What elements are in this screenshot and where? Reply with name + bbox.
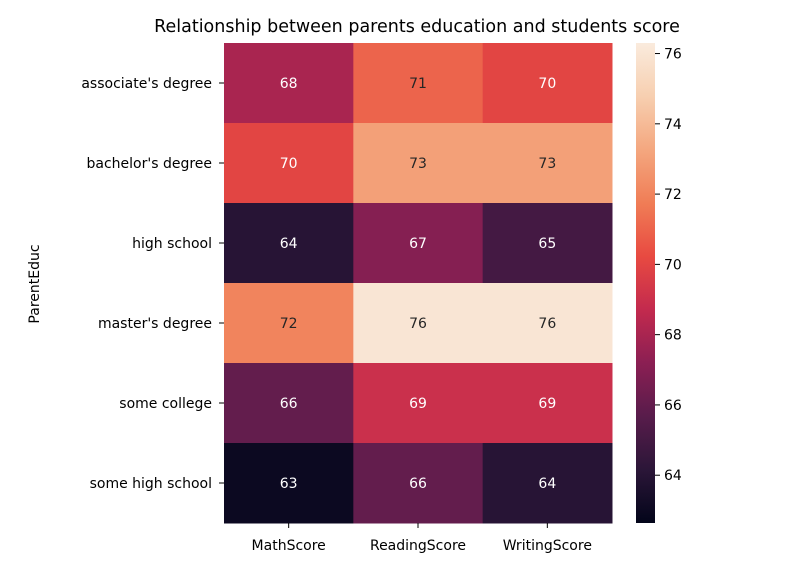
row-labels: associate's degree bachelor's degree high …	[81, 76, 224, 492]
heatmap-cell	[224, 363, 354, 444]
y-tick-label: high school	[132, 236, 212, 252]
colorbar: 64 66 68 70 72 74 76	[636, 43, 682, 523]
cell-value-label: 64	[280, 236, 298, 252]
y-tick-label: master's degree	[98, 316, 212, 332]
heatmap-cell	[482, 283, 613, 364]
heatmap-cell	[224, 283, 354, 364]
colorbar-tick-label: 64	[664, 468, 682, 484]
cell-value-label: 71	[409, 76, 427, 92]
y-tick-label: associate's degree	[81, 76, 212, 92]
cell-value-label: 66	[280, 396, 298, 412]
heatmap-cell	[482, 363, 613, 444]
cell-value-label: 70	[280, 156, 298, 172]
cell-value-label: 69	[409, 396, 427, 412]
chart-title: Relationship between parents education a…	[154, 17, 680, 37]
y-tick-label: bachelor's degree	[86, 156, 212, 172]
cell-value-label: 66	[409, 476, 427, 492]
y-tick-label: some high school	[90, 476, 212, 492]
heatmap-cell	[224, 203, 354, 284]
heatmap-cells: 68 71 70 70 73 73 64 67 65 72 76 76 66 69 69 63 66 64	[224, 43, 613, 524]
y-axis-label: ParentEduc	[27, 244, 43, 323]
cell-value-label: 73	[538, 156, 556, 172]
heatmap-cell	[353, 203, 484, 284]
cell-value-label: 67	[409, 236, 427, 252]
colorbar-tick-label: 74	[664, 117, 682, 133]
heatmap-cell	[353, 283, 484, 364]
heatmap-cell	[224, 443, 354, 524]
heatmap-cell	[353, 363, 484, 444]
column-labels: MathScore ReadingScore WritingScore	[252, 523, 592, 554]
heatmap-cell	[482, 203, 613, 284]
heatmap-cell	[353, 123, 484, 204]
cell-value-label: 68	[280, 76, 298, 92]
x-tick-label: MathScore	[252, 538, 326, 554]
cell-value-label: 72	[280, 316, 298, 332]
cell-value-label: 76	[409, 316, 427, 332]
colorbar-gradient	[636, 43, 655, 523]
cell-value-label: 73	[409, 156, 427, 172]
colorbar-tick-label: 68	[664, 328, 682, 344]
cell-value-label: 76	[538, 316, 556, 332]
cell-value-label: 63	[280, 476, 298, 492]
heatmap-cell	[482, 43, 613, 124]
cell-value-label: 64	[538, 476, 556, 492]
colorbar-tick-label: 70	[664, 257, 682, 273]
x-tick-label: WritingScore	[503, 538, 592, 554]
cell-value-label: 65	[538, 236, 556, 252]
heatmap-cell	[224, 123, 354, 204]
heatmap-cell	[482, 443, 613, 524]
colorbar-tick-label: 76	[664, 47, 682, 63]
heatmap-cell	[224, 43, 354, 124]
heatmap-cell	[482, 123, 613, 204]
colorbar-tick-label: 66	[664, 398, 682, 414]
colorbar-tick-label: 72	[664, 187, 682, 203]
cell-value-label: 69	[538, 396, 556, 412]
y-tick-label: some college	[119, 396, 212, 412]
cell-value-label: 70	[538, 76, 556, 92]
x-tick-label: ReadingScore	[370, 538, 466, 554]
heatmap-cell	[353, 43, 484, 124]
heatmap-cell	[353, 443, 484, 524]
